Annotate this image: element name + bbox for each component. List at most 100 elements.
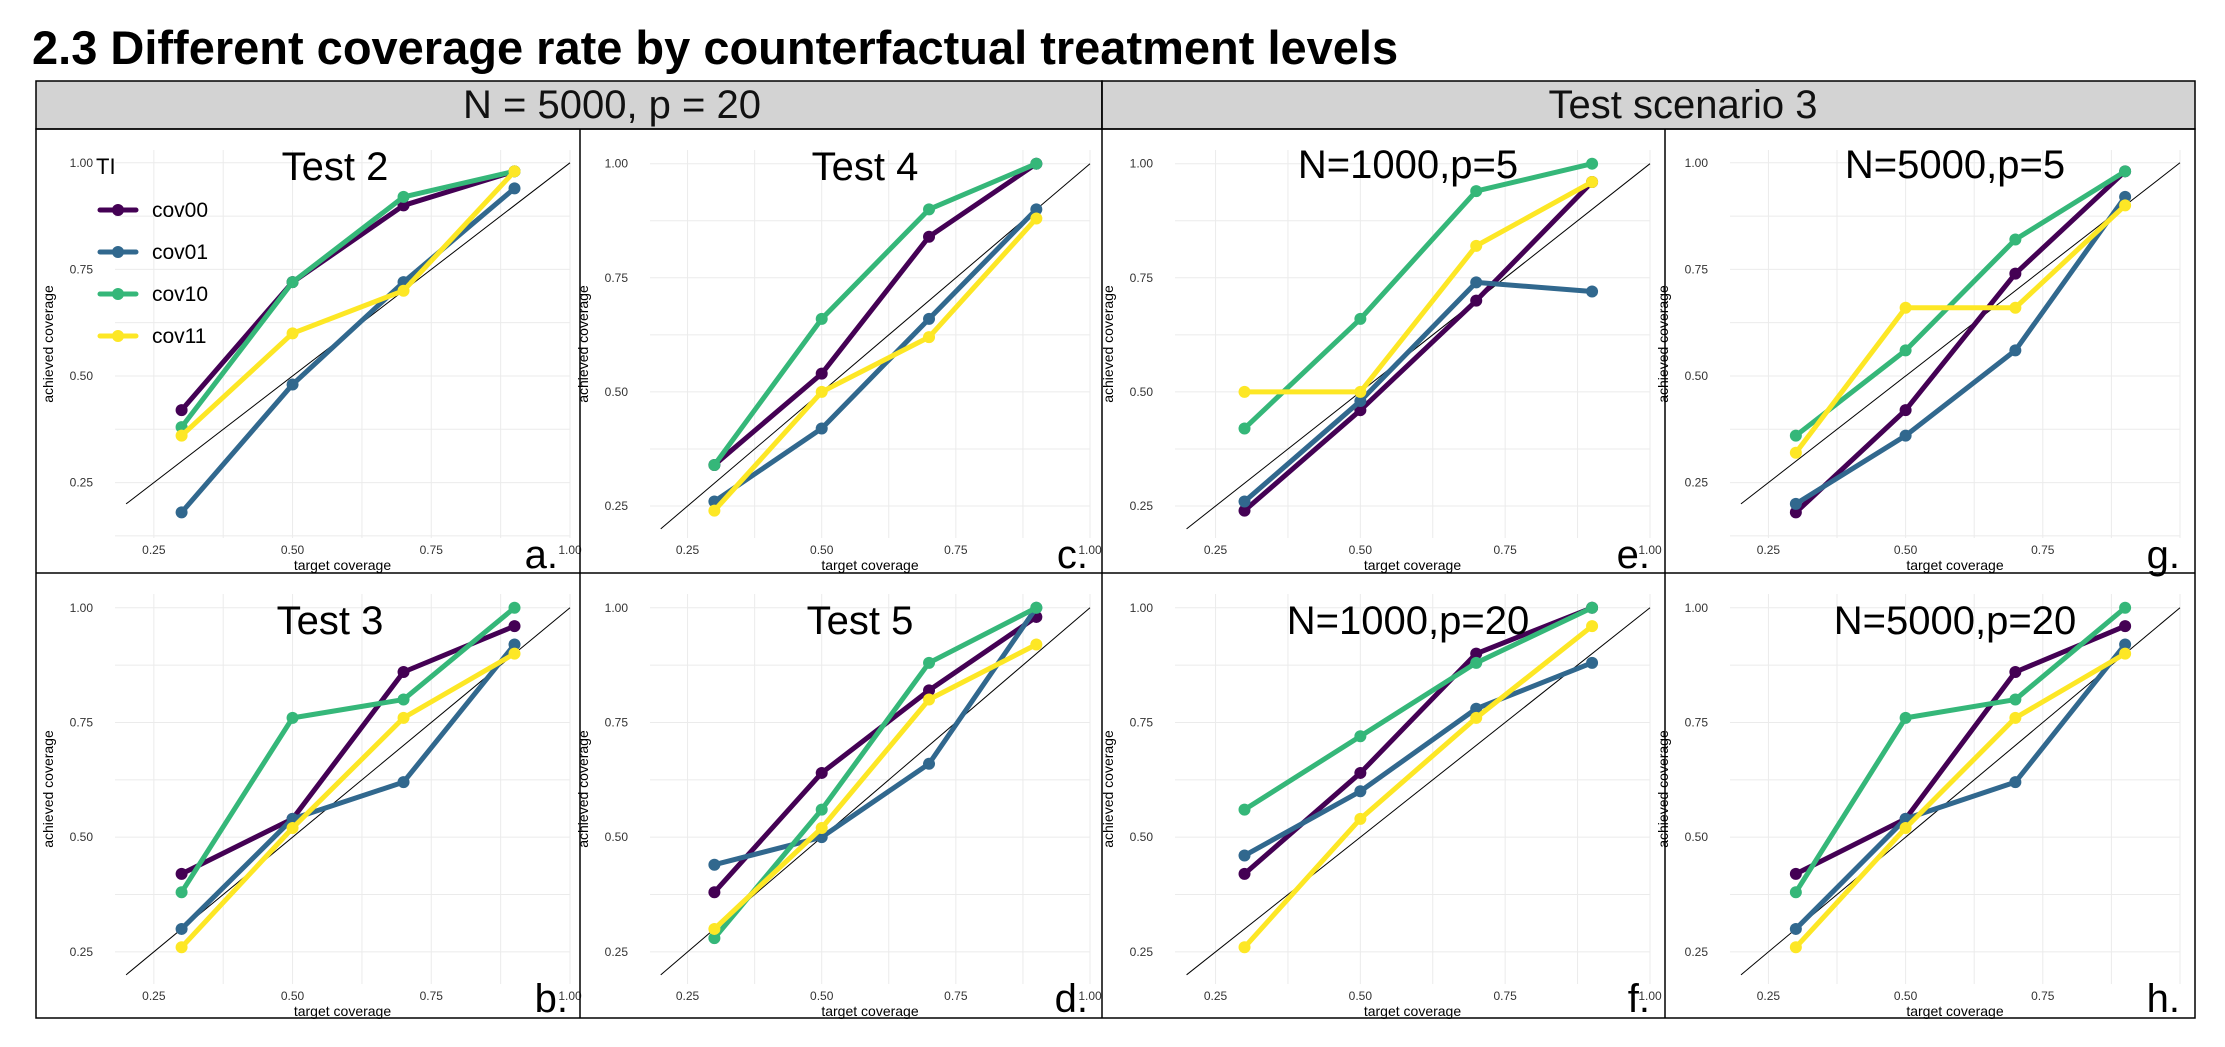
data-point-cov01 xyxy=(2009,344,2022,357)
data-point-cov01 xyxy=(175,506,188,519)
y-tick-label: 0.75 xyxy=(1130,715,1154,729)
data-point-cov11 xyxy=(1354,812,1367,825)
reference-diagonal-line xyxy=(1186,163,1651,530)
x-tick-label: 0.25 xyxy=(142,543,166,557)
y-tick-label: 0.25 xyxy=(1130,499,1154,513)
data-point-cov00 xyxy=(708,886,721,899)
series-line-cov01 xyxy=(1793,194,2128,507)
data-point-cov11 xyxy=(175,941,188,954)
panel-letter: e. xyxy=(1617,533,1650,577)
y-axis-label: achieved coverage xyxy=(1655,285,1671,403)
data-point-cov10 xyxy=(1470,656,1483,669)
series-line-cov11 xyxy=(711,641,1039,932)
y-tick-label: 0.25 xyxy=(605,945,629,959)
panel-letter: c. xyxy=(1057,533,1088,577)
data-point-cov00 xyxy=(397,199,410,212)
data-point-cov11 xyxy=(1030,638,1043,651)
y-tick-label: 0.50 xyxy=(1685,369,1709,383)
data-point-cov00 xyxy=(2009,666,2022,678)
series-line-cov10 xyxy=(1242,161,1595,431)
y-tick-label: 0.25 xyxy=(605,499,629,513)
y-tick-label: 0.50 xyxy=(605,385,629,399)
data-point-cov00 xyxy=(1470,647,1483,660)
data-point-cov01 xyxy=(923,757,936,770)
data-point-cov10 xyxy=(923,203,936,216)
data-point-cov11 xyxy=(1586,620,1599,633)
y-axis-label: achieved coverage xyxy=(1100,285,1116,403)
data-point-cov11 xyxy=(508,165,521,178)
panel-e: 0.25 0.50 0.75 1.00 0.25 0.50 0.75 1.00 target c… xyxy=(1100,143,1662,577)
y-tick-label: 0.50 xyxy=(1130,385,1154,399)
legend-key-point-cov01 xyxy=(112,246,124,258)
data-point-cov11 xyxy=(2009,301,2022,314)
data-point-cov11 xyxy=(1354,385,1367,398)
data-point-cov11 xyxy=(2119,647,2132,660)
data-point-cov00 xyxy=(2009,267,2022,280)
data-point-cov10 xyxy=(923,656,936,669)
y-tick-label: 1.00 xyxy=(1130,601,1154,615)
series-line-cov11 xyxy=(711,215,1039,514)
y-tick-label: 0.50 xyxy=(70,830,94,844)
y-axis-label: achieved coverage xyxy=(40,730,56,848)
series-line-cov00 xyxy=(179,168,518,413)
x-tick-label: 0.25 xyxy=(142,989,166,1003)
x-tick-label: 0.50 xyxy=(1894,543,1918,557)
y-tick-label: 0.75 xyxy=(70,262,94,276)
data-point-cov10 xyxy=(2119,601,2132,614)
data-point-cov00 xyxy=(1789,867,1802,880)
data-point-cov01 xyxy=(1789,497,1802,510)
panel-d: 0.25 0.50 0.75 1.00 0.25 0.50 0.75 1.00 target c… xyxy=(575,594,1102,1021)
x-tick-label: 1.00 xyxy=(558,543,582,557)
legend-key-point-cov11 xyxy=(112,330,124,342)
x-tick-label: 0.50 xyxy=(810,543,834,557)
data-point-cov11 xyxy=(508,647,521,660)
x-tick-label: 1.00 xyxy=(558,989,582,1003)
panel-title: N=1000,p=20 xyxy=(1287,599,1529,643)
data-point-cov00 xyxy=(923,684,936,697)
data-point-cov01 xyxy=(175,922,188,935)
data-point-cov10 xyxy=(2009,693,2022,706)
panel-title: Test 5 xyxy=(807,599,914,643)
data-point-cov11 xyxy=(1899,301,1912,314)
x-tick-label: 0.75 xyxy=(2031,543,2055,557)
x-axis-label: target coverage xyxy=(294,557,391,573)
x-axis-label: target coverage xyxy=(1906,557,2003,573)
y-tick-label: 1.00 xyxy=(1685,156,1709,170)
series-line-cov00 xyxy=(711,161,1039,468)
y-axis-label: achieved coverage xyxy=(1100,730,1116,848)
data-point-cov01 xyxy=(2009,776,2022,789)
data-point-cov11 xyxy=(1899,822,1912,834)
series-line-cov00 xyxy=(179,623,518,877)
x-tick-label: 0.75 xyxy=(944,989,968,1003)
y-tick-label: 0.50 xyxy=(1685,830,1709,844)
strip-left-background xyxy=(35,80,1103,130)
legend: TI cov00 cov01 cov10 cov11 xyxy=(96,154,208,348)
data-point-cov01 xyxy=(1586,656,1599,669)
data-point-cov11 xyxy=(286,822,299,834)
data-point-cov00 xyxy=(1789,506,1802,519)
x-tick-label: 0.50 xyxy=(1894,989,1918,1003)
data-point-cov01 xyxy=(1354,395,1367,408)
x-axis-label: target coverage xyxy=(821,557,918,573)
series-line-cov11 xyxy=(1793,651,2128,950)
x-axis-label: target coverage xyxy=(821,1003,918,1019)
series-line-cov11 xyxy=(1242,179,1595,395)
data-point-cov01 xyxy=(815,422,828,435)
series-line-cov00 xyxy=(1242,179,1595,514)
strip-right-background xyxy=(1101,80,2196,130)
series-line-cov10 xyxy=(711,605,1039,941)
series-line-cov10 xyxy=(179,168,518,430)
data-point-cov10 xyxy=(1789,886,1802,899)
legend-label-cov11: cov11 xyxy=(152,325,206,348)
data-point-cov10 xyxy=(815,312,828,325)
data-point-cov10 xyxy=(1238,422,1251,435)
y-tick-label: 0.75 xyxy=(70,715,94,729)
data-point-cov00 xyxy=(2119,620,2132,633)
series-line-cov11 xyxy=(1793,202,2128,456)
data-point-cov10 xyxy=(708,458,721,471)
data-point-cov11 xyxy=(1238,941,1251,954)
data-point-cov01 xyxy=(508,182,521,195)
x-tick-label: 0.25 xyxy=(1204,989,1228,1003)
data-point-cov10 xyxy=(1030,157,1043,170)
data-point-cov10 xyxy=(1354,730,1367,743)
